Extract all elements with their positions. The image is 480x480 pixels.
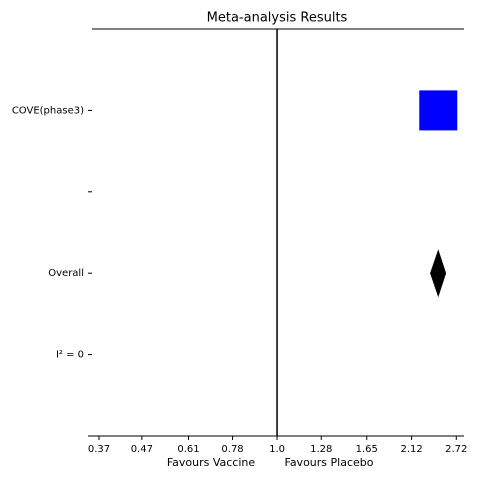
overall-diamond	[430, 249, 447, 298]
x-tick-label: 1.65	[356, 444, 378, 455]
y-tick-label: I² = 0	[56, 350, 84, 361]
x-label-right: Favours Placebo	[285, 456, 374, 469]
x-tick-label: 1.0	[269, 444, 285, 455]
x-tick-label: 2.72	[445, 444, 467, 455]
x-tick-label: 0.61	[177, 444, 199, 455]
x-tick-label: 0.47	[131, 444, 153, 455]
x-tick-label: 2.12	[400, 444, 422, 455]
chart-title: Meta-analysis Results	[207, 11, 348, 26]
x-label-left: Favours Vaccine	[167, 456, 256, 469]
x-tick-label: 1.28	[310, 444, 332, 455]
x-tick-label: 0.78	[221, 444, 243, 455]
x-tick-label: 0.37	[88, 444, 110, 455]
y-tick-label: COVE(phase3)	[12, 105, 84, 116]
study-square	[419, 90, 458, 131]
y-tick-label: Overall	[48, 268, 84, 279]
